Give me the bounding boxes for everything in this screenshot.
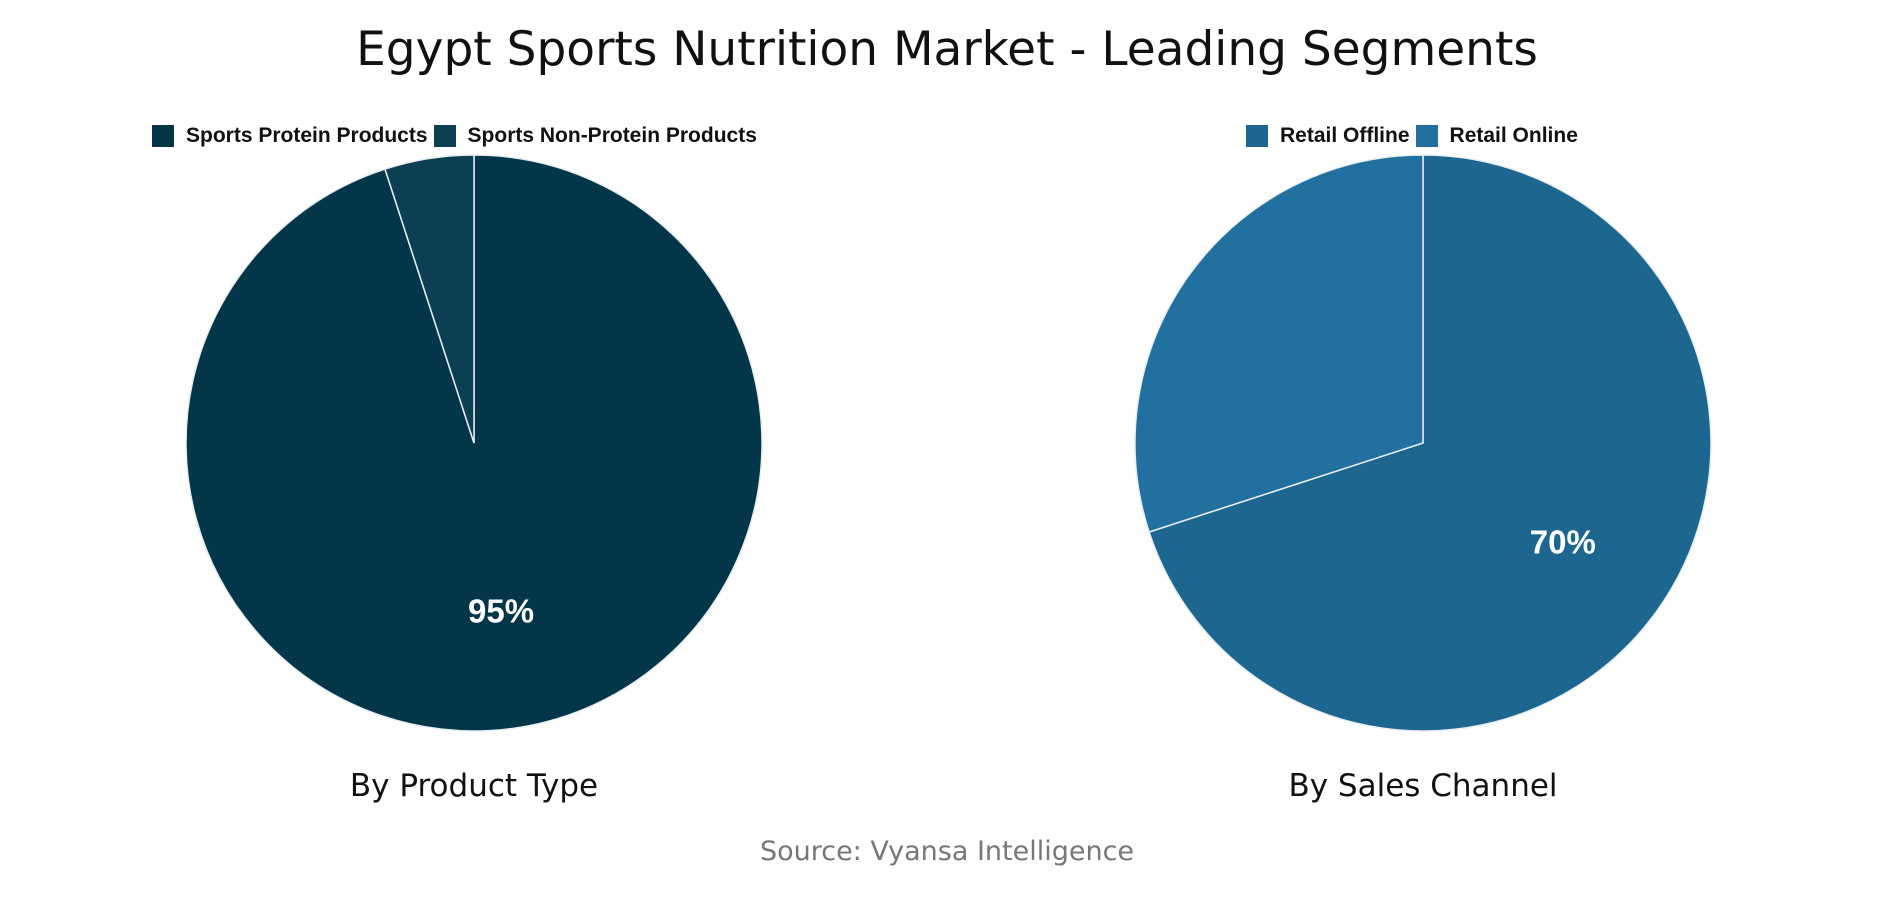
legend-swatch-retail-online bbox=[1415, 125, 1438, 147]
legend-item-sports-non-protein: Sports Non-Protein Products bbox=[433, 124, 757, 148]
pie-chart-product-type: 95% bbox=[185, 154, 763, 732]
pie-slice-retail-online bbox=[1134, 154, 1424, 533]
legend-item-retail-online: Retail Online bbox=[1415, 124, 1578, 148]
legend-item-sports-protein: Sports Protein Products bbox=[152, 124, 428, 148]
legend-label-retail-offline: Retail Offline bbox=[1280, 124, 1410, 147]
pie-chart-sales-channel: 70% bbox=[1134, 154, 1712, 732]
data-label-sports-protein-products: 95% bbox=[468, 592, 534, 629]
subtitle-product-type: By Product Type bbox=[349, 768, 599, 804]
pie-slice-retail-offline bbox=[1148, 154, 1712, 732]
source-note: Source: Vyansa Intelligence bbox=[759, 836, 1135, 867]
subtitle-sales-channel: By Sales Channel bbox=[1288, 768, 1558, 804]
chart-title: Egypt Sports Nutrition Market - Leading … bbox=[356, 22, 1538, 77]
legend-swatch-sports-non-protein bbox=[433, 125, 456, 147]
pie-slice-sports-non-protein-products bbox=[384, 154, 475, 444]
legend-product-type: Sports Protein Products Sports Non-Prote… bbox=[152, 124, 763, 148]
legend-label-sports-protein: Sports Protein Products bbox=[186, 124, 428, 147]
legend-swatch-sports-protein bbox=[152, 125, 174, 147]
legend-label-retail-online: Retail Online bbox=[1449, 124, 1578, 147]
legend-label-sports-non-protein: Sports Non-Protein Products bbox=[467, 124, 757, 147]
legend-swatch-retail-offline bbox=[1246, 125, 1268, 147]
legend-item-retail-offline: Retail Offline bbox=[1246, 124, 1410, 148]
data-label-retail-offline: 70% bbox=[1530, 523, 1596, 560]
legend-sales-channel: Retail Offline Retail Online bbox=[1246, 124, 1584, 148]
